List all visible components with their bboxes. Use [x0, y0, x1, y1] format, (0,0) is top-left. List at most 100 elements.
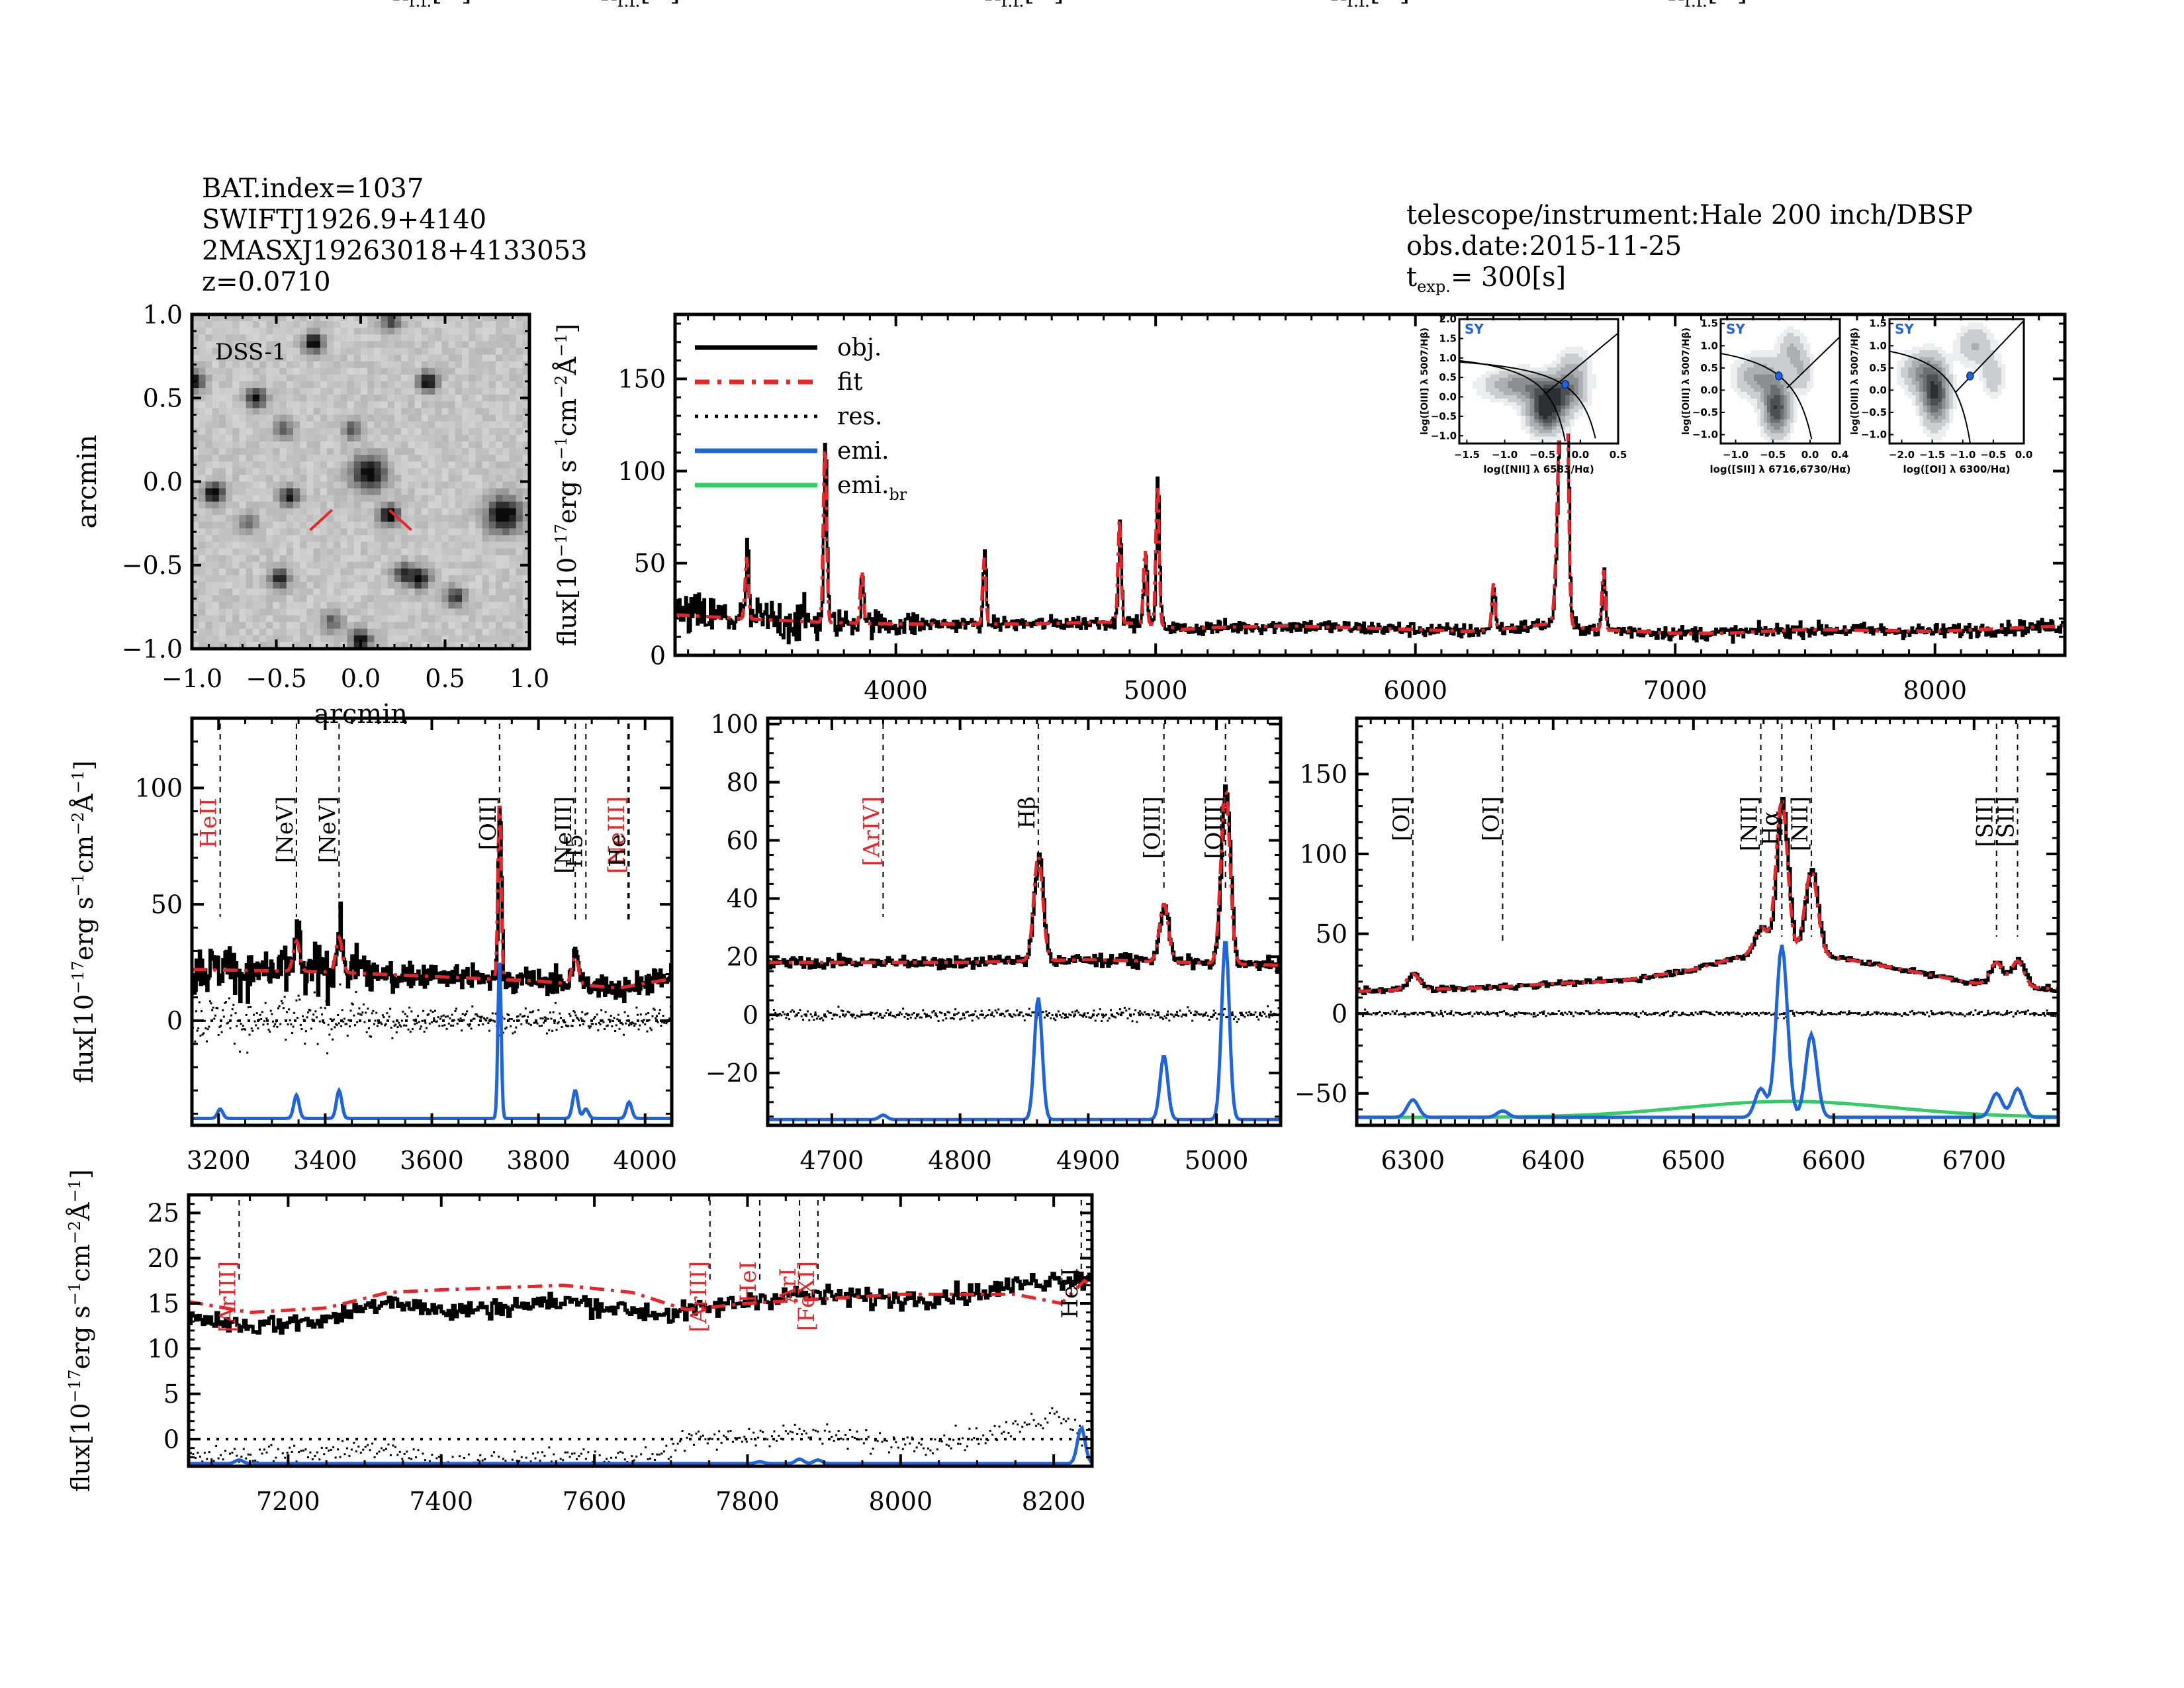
- pixel: [516, 641, 523, 649]
- pixel: [414, 488, 422, 496]
- density-cell: [1949, 367, 1954, 371]
- pixel: [482, 615, 490, 623]
- pixel: [428, 622, 435, 630]
- residual-point: [376, 1025, 379, 1027]
- pixel: [435, 488, 442, 496]
- pixel: [259, 408, 267, 416]
- pixel: [421, 334, 429, 342]
- pixel: [448, 628, 456, 636]
- density-cell: [1481, 385, 1486, 389]
- pixel: [367, 515, 375, 522]
- pixel: [387, 395, 395, 402]
- density-cell: [1565, 360, 1570, 365]
- pixel: [353, 522, 361, 529]
- pixel: [367, 608, 375, 616]
- density-cell: [1770, 350, 1774, 354]
- residual-point: [203, 1019, 206, 1022]
- density-cell: [1787, 350, 1791, 354]
- density-cell: [1794, 402, 1797, 406]
- pixel: [279, 395, 287, 402]
- density-cell: [1960, 340, 1965, 344]
- pixel: [408, 367, 416, 375]
- pixel: [252, 508, 260, 516]
- density-cell: [1927, 416, 1931, 420]
- density-cell: [1934, 426, 1938, 430]
- density-cell: [1952, 343, 1957, 348]
- pixel: [475, 461, 483, 469]
- pixel: [353, 568, 361, 576]
- pixel: [205, 374, 213, 382]
- pixel: [361, 328, 368, 335]
- density-cell: [1982, 385, 1987, 389]
- density-cell: [1552, 388, 1557, 393]
- x-tick-label: 0.5: [425, 664, 465, 693]
- counterpart-name: 2MASXJ19263018+4133053: [202, 236, 588, 266]
- pixel: [218, 508, 226, 516]
- density-cell: [1787, 343, 1791, 348]
- density-cell: [1797, 371, 1801, 375]
- pixel: [381, 455, 388, 462]
- pixel: [252, 341, 260, 349]
- pixel: [448, 515, 456, 522]
- density-cell: [1919, 419, 1924, 424]
- pixel: [475, 615, 483, 623]
- density-cell: [1516, 388, 1522, 393]
- residual-point: [611, 1025, 614, 1027]
- pixel: [212, 448, 220, 455]
- pixel: [387, 555, 395, 563]
- pixel: [353, 561, 361, 569]
- pixel: [232, 528, 240, 536]
- density-cell: [1587, 388, 1592, 393]
- residual-point: [220, 1025, 222, 1027]
- pixel: [199, 414, 206, 422]
- pixel: [408, 568, 416, 576]
- pixel: [361, 361, 368, 369]
- pixel: [414, 414, 422, 422]
- pixel: [334, 608, 341, 616]
- pixel: [482, 434, 490, 442]
- pixel: [462, 528, 469, 536]
- pixel: [212, 434, 220, 442]
- pixel: [455, 561, 463, 569]
- density-cell: [1764, 436, 1768, 441]
- pixel: [239, 381, 247, 389]
- density-cell: [1784, 357, 1788, 361]
- residual-point: [651, 1015, 654, 1017]
- pixel: [205, 461, 213, 469]
- pixel: [192, 522, 199, 529]
- density-cell: [1982, 357, 1987, 361]
- pixel: [428, 561, 435, 569]
- pixel: [448, 348, 456, 355]
- pixel: [488, 588, 496, 596]
- density-cell: [1960, 336, 1965, 340]
- density-cell: [1807, 363, 1811, 368]
- pixel: [239, 321, 247, 328]
- residual-series: [192, 983, 672, 1055]
- pixel: [435, 374, 442, 382]
- density-cell: [1915, 412, 1920, 416]
- pixel: [293, 588, 300, 596]
- pixel: [448, 541, 456, 549]
- pixel: [421, 441, 429, 449]
- density-cell: [1574, 405, 1579, 410]
- pixel: [327, 535, 334, 542]
- pixel: [435, 361, 442, 369]
- pixel: [455, 602, 463, 609]
- pixel: [266, 348, 273, 355]
- density-cell: [1486, 377, 1491, 382]
- density-cell: [1797, 343, 1801, 348]
- density-cell: [1986, 381, 1991, 385]
- pixel: [300, 641, 307, 649]
- pixel: [300, 314, 307, 322]
- pixel: [488, 381, 496, 389]
- density-cell: [1774, 395, 1778, 399]
- pixel: [226, 367, 233, 375]
- pixel: [232, 548, 240, 556]
- density-cell: [1911, 391, 1916, 396]
- pixel: [441, 608, 449, 616]
- density-cell: [1780, 402, 1784, 406]
- pixel: [353, 582, 361, 589]
- density-cell: [1751, 367, 1754, 371]
- density-cell: [1787, 402, 1791, 406]
- density-cell: [1931, 416, 1935, 420]
